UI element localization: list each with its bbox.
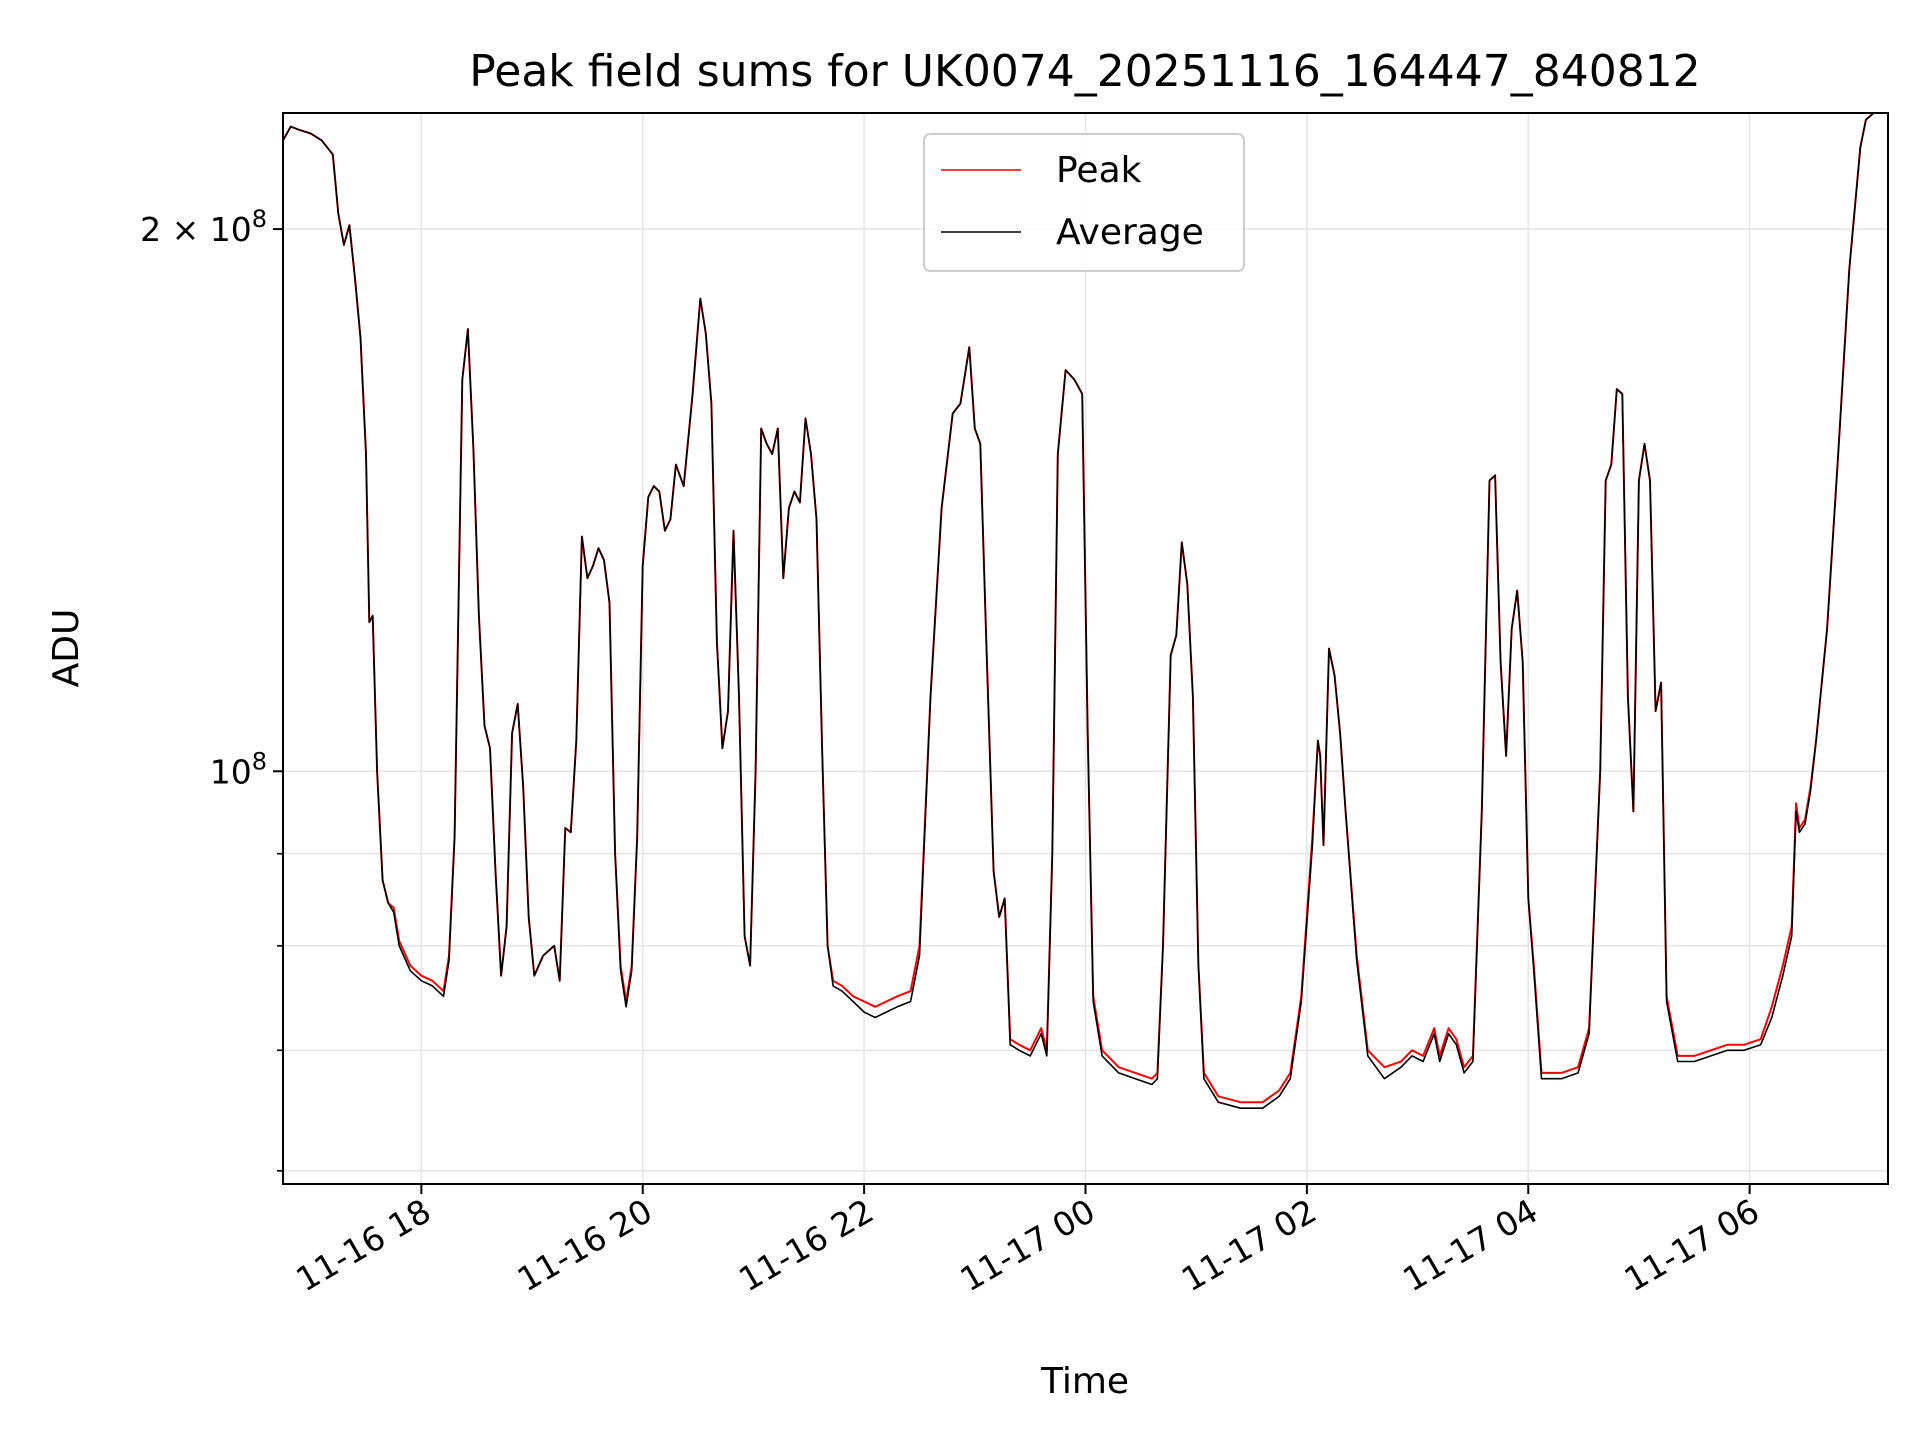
y-axis-label: ADU xyxy=(46,609,87,688)
y-tick-label: 108 xyxy=(210,747,267,791)
legend: Peak Average xyxy=(923,133,1245,272)
grid xyxy=(283,113,1888,1184)
plot-lines xyxy=(283,113,1888,1109)
legend-label-peak: Peak xyxy=(1056,150,1142,191)
legend-label-average: Average xyxy=(1056,212,1204,253)
y-axis: 108 2 × 108 xyxy=(140,205,283,1172)
chart-title: Peak field sums for UK0074_20251116_1644… xyxy=(469,46,1700,97)
x-axis-label: Time xyxy=(1040,1361,1129,1402)
series-line-average xyxy=(283,113,1888,1109)
legend-box xyxy=(923,133,1245,272)
y-tick-label: 2 × 108 xyxy=(140,205,267,249)
